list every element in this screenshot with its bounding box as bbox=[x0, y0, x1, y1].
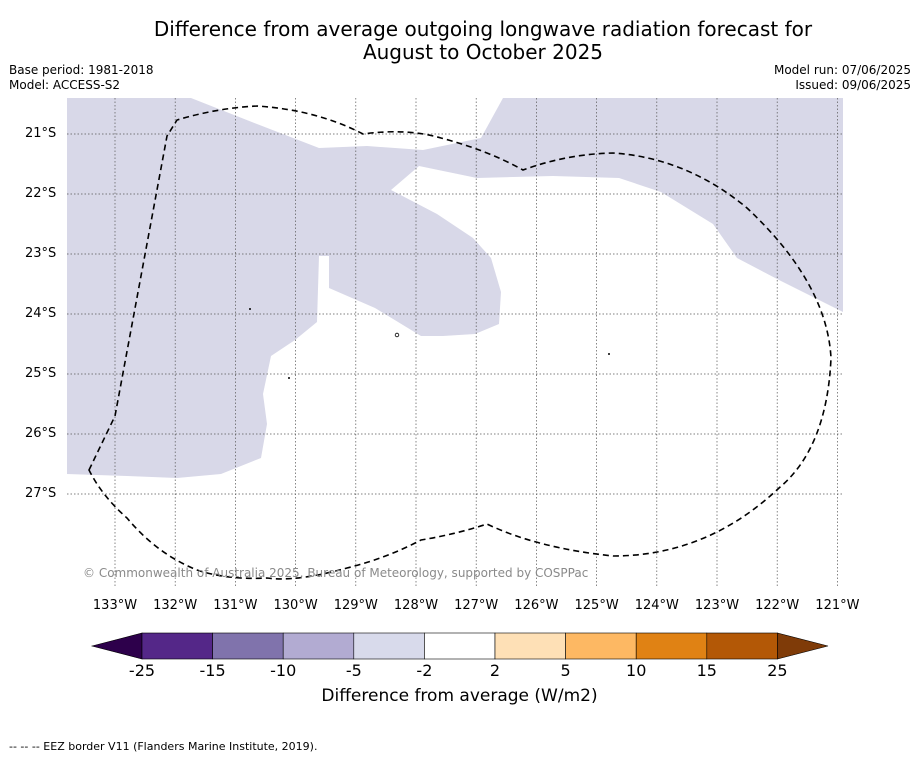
colorbar-tick-label: -15 bbox=[199, 661, 226, 680]
island-marker bbox=[394, 332, 400, 338]
model-name: Model: ACCESS-S2 bbox=[9, 78, 121, 92]
longitude-label: 130°W bbox=[273, 598, 318, 613]
anomaly-shade-region bbox=[67, 98, 843, 478]
base-period: Base period: 1981-2018 bbox=[9, 63, 154, 77]
colorbar bbox=[90, 630, 830, 662]
colorbar-segment bbox=[494, 632, 566, 660]
island-marker bbox=[608, 353, 610, 355]
longitude-label: 131°W bbox=[213, 598, 258, 613]
colorbar-tick-label: 15 bbox=[696, 661, 717, 680]
graticule bbox=[67, 98, 843, 588]
longitude-label: 124°W bbox=[634, 598, 679, 613]
latitude-label: 27°S bbox=[25, 486, 57, 501]
colorbar-segment bbox=[635, 632, 708, 660]
island-marker bbox=[288, 377, 290, 379]
longitude-label: 129°W bbox=[333, 598, 378, 613]
colorbar-tick-label: 25 bbox=[767, 661, 788, 680]
colorbar-tick-label: -25 bbox=[128, 661, 156, 680]
map-svg bbox=[67, 98, 843, 588]
colorbar-segment bbox=[141, 632, 213, 660]
island-marker bbox=[249, 308, 251, 310]
colorbar-segment bbox=[212, 632, 284, 660]
latitude-label: 22°S bbox=[25, 186, 57, 201]
colorbar-segment bbox=[424, 632, 496, 660]
colorbar-max-extension bbox=[777, 632, 829, 660]
title-line-2: August to October 2025 bbox=[362, 40, 604, 64]
latitude-label: 24°S bbox=[25, 306, 57, 321]
colorbar-min-extension bbox=[90, 632, 143, 660]
latitude-label: 25°S bbox=[25, 366, 57, 381]
colorbar-tick-label: 5 bbox=[560, 661, 571, 680]
longitude-label: 121°W bbox=[815, 598, 860, 613]
meta-right: Model run: 07/06/2025 Issued: 09/06/2025 bbox=[774, 63, 911, 93]
colorbar-tick-label: -2 bbox=[416, 661, 433, 680]
colorbar-tick-label: -5 bbox=[345, 661, 362, 680]
meta-left: Base period: 1981-2018 Model: ACCESS-S2 bbox=[9, 63, 154, 93]
colorbar-segment bbox=[282, 632, 355, 660]
model-run: Model run: 07/06/2025 bbox=[773, 63, 911, 77]
colorbar-tick-label: 10 bbox=[626, 661, 647, 680]
longitude-label: 126°W bbox=[514, 598, 559, 613]
map-panel: © Commonwealth of Australia 2025, Bureau… bbox=[67, 98, 843, 588]
issued-date: Issued: 09/06/2025 bbox=[795, 78, 911, 92]
copyright-notice: © Commonwealth of Australia 2025, Bureau… bbox=[83, 566, 589, 580]
latitude-label: 23°S bbox=[25, 246, 57, 261]
latitude-label: 21°S bbox=[25, 126, 57, 141]
colorbar-label: Difference from average (W/m2) bbox=[321, 686, 598, 706]
longitude-label: 133°W bbox=[92, 598, 138, 613]
colorbar-tick-label: -10 bbox=[270, 661, 297, 680]
eez-border bbox=[88, 105, 832, 580]
longitude-label: 127°W bbox=[454, 598, 499, 613]
longitude-label: 125°W bbox=[574, 598, 619, 613]
title-line-1: Difference from average outgoing longwav… bbox=[153, 17, 813, 41]
longitude-label: 123°W bbox=[694, 598, 740, 613]
longitude-label: 132°W bbox=[153, 598, 198, 613]
colorbar-segment bbox=[353, 632, 425, 660]
colorbar-segment bbox=[706, 632, 778, 660]
longitude-label: 122°W bbox=[755, 598, 800, 613]
longitude-label: 128°W bbox=[393, 598, 439, 613]
colorbar-tick-label: 2 bbox=[489, 661, 501, 680]
colorbar-segment bbox=[565, 632, 637, 660]
colorbar-svg bbox=[90, 632, 829, 660]
map-title: Difference from average outgoing longwav… bbox=[0, 18, 919, 64]
latitude-label: 26°S bbox=[25, 426, 57, 441]
eez-footnote: -- -- -- EEZ border V11 (Flanders Marine… bbox=[9, 740, 318, 753]
